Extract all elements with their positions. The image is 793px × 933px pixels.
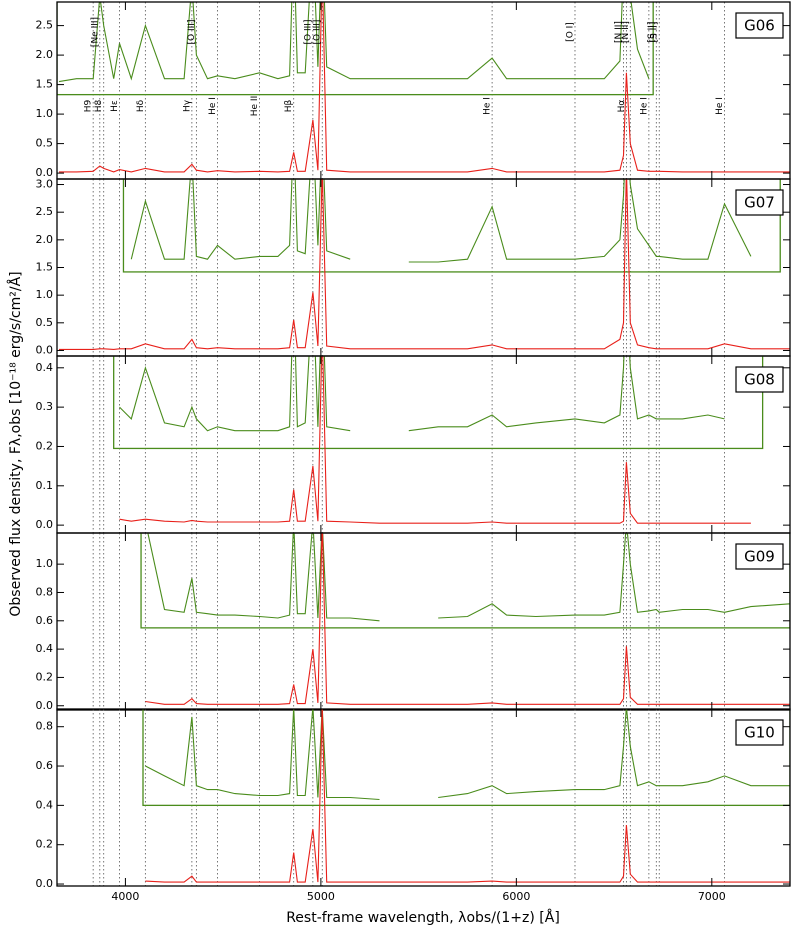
y-tick-label: 0.8 [36,720,54,733]
y-tick-label: 0.8 [36,585,54,598]
line-label: He I [715,97,725,115]
line-label: [S II] [647,22,657,43]
y-tick-label: 0.0 [36,877,54,890]
inset-box [122,179,781,273]
panel-frame [56,532,791,711]
panel-label-box [735,12,784,39]
line-label: He I [483,97,493,115]
panel-label-box [735,366,784,393]
panel-label-box [735,189,784,216]
y-tick-label: 1.5 [36,78,54,91]
line-label: [O I] [565,22,575,42]
panel [92,533,790,710]
line-label: He II [250,96,260,116]
y-tick-label: 1.5 [36,261,54,274]
spectrum-line [130,179,752,263]
y-tick-label: 2.5 [36,19,54,32]
inset-box [142,709,790,807]
spectrum-line [145,709,790,883]
spectrum-line [59,2,790,173]
line-label: H8 [94,99,104,112]
y-tick-label: 0.2 [36,838,54,851]
spectrum-line [119,356,751,524]
panel-label: G08 [744,371,775,389]
spectrum-line [147,533,790,622]
y-tick-label: 2.5 [36,205,54,218]
x-tick-label: 5000 [307,890,335,903]
y-axis-label: Observed flux density, Fλ,obs [10⁻¹⁸ erg… [7,271,24,616]
y-tick-label: 0.3 [36,400,54,413]
y-tick-label: 2.0 [36,48,54,61]
y-tick-label: 0.6 [36,759,54,772]
spectrum-line [145,533,790,705]
line-label: [O III] [187,20,197,45]
panel-label: G09 [744,548,775,566]
line-label: Hε [110,100,120,112]
y-tick-label: 0.6 [36,614,54,627]
x-tick-label: 6000 [502,890,530,903]
y-tick-label: 1.0 [36,107,54,120]
panel-label: G06 [744,17,775,35]
y-tick-label: 0.0 [36,343,54,356]
panel-label: G10 [744,724,775,742]
x-tick-label: 4000 [111,890,139,903]
y-tick-label: 0.4 [36,798,54,811]
line-label: Hγ [182,99,192,112]
panel-label-box [735,543,784,570]
panel [92,709,790,886]
x-axis-label: Rest-frame wavelength, λobs/(1+z) [Å] [286,909,560,926]
y-tick-label: 0.0 [36,518,54,531]
spectrum-line [119,356,725,432]
y-tick-label: 0.0 [36,699,54,712]
line-label: [O III] [303,20,313,45]
line-label: [Ne III] [90,17,100,47]
spectrum-line [59,179,790,350]
y-tick-label: 0.0 [36,166,54,179]
panel-frame [56,1,791,180]
panel-label-box [735,719,784,746]
y-tick-label: 0.4 [36,361,54,374]
x-tick-label: 7000 [698,890,726,903]
panel-label: G07 [744,194,775,212]
spectrum-line [58,2,650,83]
panel [59,179,790,356]
y-tick-label: 3.0 [36,178,54,191]
panel [92,356,764,533]
panel-frame [56,708,791,887]
inset-box [140,533,790,629]
y-tick-label: 0.2 [36,439,54,452]
inset-box [113,356,764,450]
panel-frame [56,178,791,357]
panel-frame [56,355,791,534]
line-label: Hα [617,100,627,113]
inset-box [57,2,654,96]
y-tick-label: 0.2 [36,670,54,683]
y-tick-label: 0.1 [36,479,54,492]
y-tick-label: 2.0 [36,233,54,246]
line-label: Hδ [136,99,146,112]
line-label: [N II] [614,21,624,43]
y-tick-label: 1.0 [36,288,54,301]
y-tick-label: 0.5 [36,316,54,329]
line-label: He I [208,97,218,115]
line-label: Hβ [284,99,294,112]
spectrum-line [145,709,790,801]
y-tick-label: 0.4 [36,642,54,655]
panel [57,2,790,179]
y-tick-label: 0.5 [36,137,54,150]
line-label: [O III] [313,20,323,45]
line-label: [S II] [650,22,660,43]
line-label: He I [639,97,649,115]
line-label: H9 [84,99,94,112]
y-tick-label: 1.0 [36,557,54,570]
line-label: [N II] [621,21,631,43]
